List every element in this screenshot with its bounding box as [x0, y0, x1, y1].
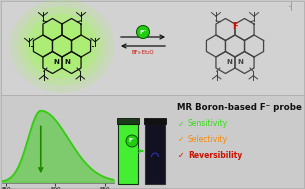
Circle shape	[126, 135, 138, 147]
Text: Selectivity: Selectivity	[188, 135, 228, 143]
Bar	[145, 124, 165, 184]
Text: F: F	[232, 22, 238, 31]
Circle shape	[137, 26, 149, 39]
Text: MR Boron-based F⁻ probe: MR Boron-based F⁻ probe	[177, 102, 302, 112]
Ellipse shape	[26, 14, 98, 78]
Text: N: N	[238, 59, 243, 64]
Text: ✓: ✓	[178, 150, 185, 160]
Bar	[1, 1, 304, 95]
Text: F⁻: F⁻	[139, 29, 147, 35]
Bar	[144, 118, 166, 124]
Text: Reversibility: Reversibility	[188, 150, 242, 160]
Ellipse shape	[10, 0, 114, 93]
Text: N: N	[65, 59, 70, 64]
Ellipse shape	[34, 21, 90, 71]
Ellipse shape	[18, 6, 106, 86]
Bar	[1, 95, 304, 188]
Text: F⁻: F⁻	[129, 139, 135, 143]
Text: ✓: ✓	[178, 119, 185, 129]
Text: ✓: ✓	[178, 135, 185, 143]
Text: BF₃·Et₂O: BF₃·Et₂O	[132, 50, 154, 54]
Text: N: N	[54, 59, 59, 64]
Bar	[117, 118, 139, 124]
Bar	[118, 124, 138, 184]
Text: N: N	[227, 59, 232, 64]
Text: ┤: ┤	[289, 1, 293, 11]
Text: Sensitivity: Sensitivity	[188, 119, 228, 129]
